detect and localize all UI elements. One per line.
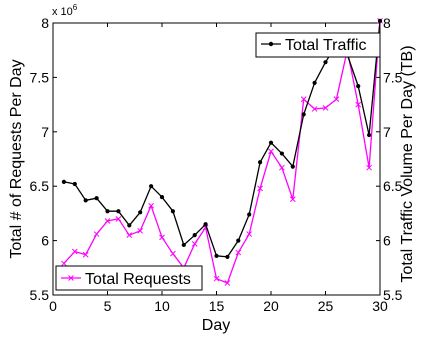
total-traffic-point bbox=[181, 242, 186, 248]
left-axis-ticks: 5.5 6 6.5 7 7.5 8 bbox=[30, 15, 57, 303]
total-traffic-point bbox=[312, 80, 317, 85]
y-multiplier: x 106 bbox=[52, 3, 78, 18]
x-axis-label: Day bbox=[202, 317, 230, 334]
total-requests-point bbox=[126, 232, 133, 239]
total-traffic-point bbox=[356, 84, 361, 89]
right-tick-label: 5.5 bbox=[383, 287, 403, 303]
total-requests-point bbox=[268, 148, 274, 155]
total-traffic-point bbox=[225, 254, 230, 260]
total-traffic-point bbox=[192, 233, 197, 238]
total-traffic-point bbox=[367, 132, 372, 138]
total-requests-point bbox=[355, 101, 362, 108]
legend-total-requests-label: Total Requests bbox=[85, 271, 191, 288]
x-tick-label: 25 bbox=[318, 298, 334, 314]
total-requests-point bbox=[289, 196, 296, 203]
x-tick-label: 20 bbox=[263, 298, 279, 314]
x-tick-label: 0 bbox=[49, 298, 57, 314]
right-tick-label: 7.5 bbox=[383, 69, 403, 85]
total-requests-point bbox=[170, 250, 176, 257]
total-traffic-point bbox=[127, 223, 132, 228]
legend-total-traffic-label: Total Traffic bbox=[285, 37, 367, 54]
total-traffic-point bbox=[116, 209, 121, 214]
left-tick-label: 6.5 bbox=[30, 178, 50, 194]
y-axis-label-left: Total # of Requests Per Day bbox=[8, 59, 25, 258]
total-traffic-point bbox=[170, 209, 175, 214]
right-tick-label: 6.5 bbox=[383, 178, 403, 194]
series-total-requests bbox=[61, 17, 383, 286]
total-traffic-point bbox=[105, 209, 110, 214]
total-requests-point bbox=[235, 249, 242, 256]
total-traffic-point bbox=[203, 222, 208, 227]
x-axis-ticks: 0 5 10 15 20 25 30 bbox=[49, 23, 388, 314]
right-tick-label: 8 bbox=[383, 15, 391, 31]
total-traffic-point bbox=[323, 60, 328, 65]
total-requests-point bbox=[93, 231, 100, 237]
total-requests-point bbox=[246, 231, 253, 237]
total-traffic-point bbox=[247, 212, 252, 217]
series-total-traffic bbox=[61, 18, 383, 260]
right-axis-ticks: 5.5 6 6.5 7 7.5 8 bbox=[376, 15, 403, 303]
x-tick-label: 15 bbox=[209, 298, 225, 314]
total-requests-point bbox=[71, 248, 78, 255]
total-requests-point bbox=[82, 251, 89, 258]
left-tick-label: 6 bbox=[41, 233, 49, 249]
total-traffic-point bbox=[214, 253, 219, 258]
total-requests-point bbox=[311, 106, 318, 112]
x-tick-label: 10 bbox=[154, 298, 170, 314]
total-traffic-point bbox=[290, 164, 295, 169]
total-traffic-point bbox=[279, 151, 284, 156]
total-requests-point bbox=[115, 215, 122, 222]
total-requests-point bbox=[333, 96, 340, 103]
legend-total-requests: Total Requests bbox=[55, 265, 203, 291]
total-requests-point bbox=[322, 105, 329, 111]
total-requests-point bbox=[104, 218, 111, 224]
legend-total-traffic: Total Traffic bbox=[255, 32, 381, 58]
total-requests-point bbox=[61, 260, 67, 267]
left-tick-label: 7.5 bbox=[30, 69, 50, 85]
total-traffic-point bbox=[377, 18, 383, 23]
total-requests-point bbox=[300, 96, 307, 103]
total-traffic-point bbox=[138, 210, 143, 215]
total-traffic-point bbox=[94, 196, 99, 201]
total-traffic-point bbox=[258, 160, 263, 165]
total-requests-point bbox=[257, 185, 263, 192]
y-multiplier-exponent: 6 bbox=[73, 3, 78, 12]
left-tick-label: 8 bbox=[41, 15, 49, 31]
total-requests-point bbox=[366, 164, 372, 171]
total-traffic-point bbox=[268, 140, 274, 145]
total-requests-point bbox=[279, 164, 285, 171]
left-tick-label: 7 bbox=[41, 124, 49, 140]
total-requests-point bbox=[148, 202, 154, 209]
total-traffic-point bbox=[83, 198, 88, 203]
x-tick-label: 5 bbox=[104, 298, 112, 314]
right-tick-label: 7 bbox=[383, 124, 391, 140]
series-layer bbox=[61, 17, 383, 286]
y-axis-label-right: Total Traffic Volume Per Day (TB) bbox=[399, 45, 416, 282]
total-requests-point bbox=[137, 227, 144, 234]
total-requests-point bbox=[224, 280, 231, 286]
left-tick-label: 5.5 bbox=[30, 287, 50, 303]
right-tick-label: 6 bbox=[383, 233, 391, 249]
total-traffic-point bbox=[236, 238, 241, 243]
total-traffic-point bbox=[61, 179, 66, 184]
total-traffic-point bbox=[72, 181, 77, 187]
total-traffic-point bbox=[149, 184, 154, 189]
x-tick-label: 30 bbox=[372, 298, 388, 314]
total-traffic-point bbox=[301, 112, 306, 117]
total-requests-point bbox=[191, 241, 198, 247]
total-requests-point bbox=[213, 275, 220, 282]
total-requests-line bbox=[63, 20, 381, 284]
total-requests-point bbox=[159, 234, 165, 241]
total-traffic-point bbox=[159, 194, 165, 200]
